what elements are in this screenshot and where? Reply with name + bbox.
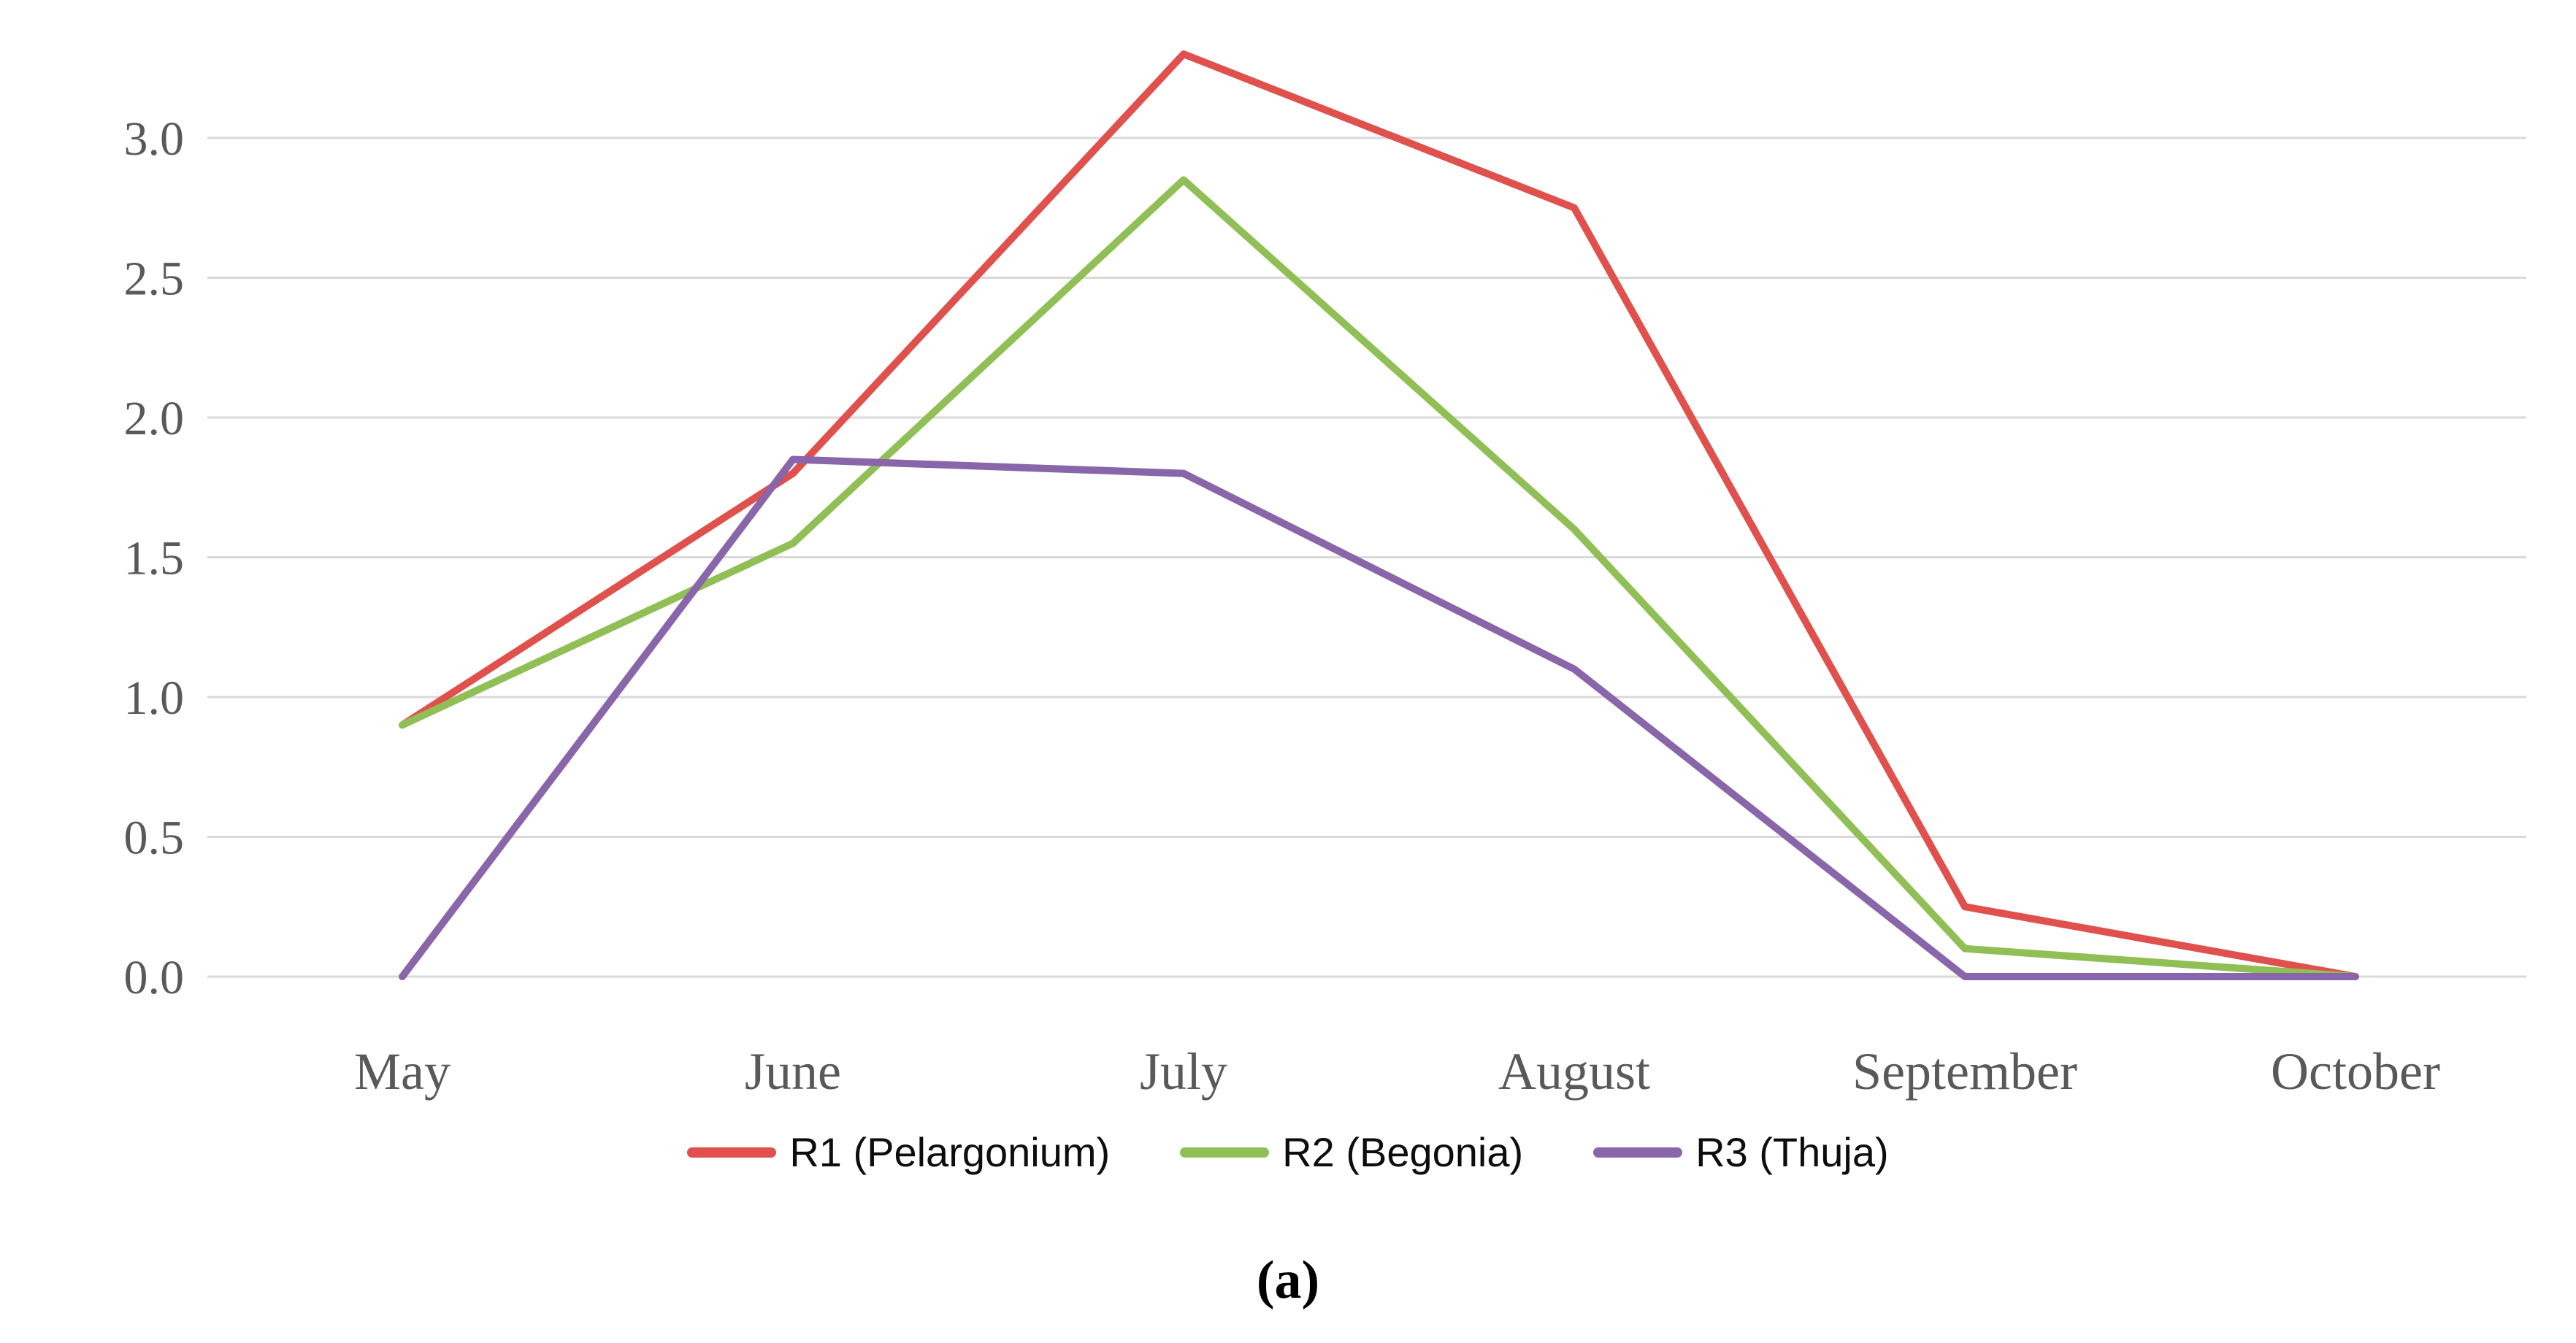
x-axis-label: October <box>2271 1042 2440 1101</box>
y-tick-label: 3.0 <box>124 112 185 166</box>
x-axis-label: August <box>1498 1042 1650 1101</box>
x-axis-label: July <box>1140 1042 1227 1101</box>
plot-area: 0.0 0.5 1.0 1.5 2.0 2.5 3.0 May June July August S… <box>124 50 2526 1101</box>
legend-label: R3 (Thuja) <box>1695 1129 1889 1175</box>
y-tick-label: 0.5 <box>124 812 185 865</box>
x-axis-label: May <box>354 1042 451 1101</box>
figure-caption: (a) <box>1256 1250 1320 1310</box>
series-line-2 <box>399 176 2359 980</box>
series-line-3 <box>399 455 2359 980</box>
legend-entry-2: R2 (Begonia) <box>1180 1130 1523 1175</box>
x-axis-label: June <box>745 1042 841 1101</box>
legend-entry-1: R1 (Pelargonium) <box>687 1130 1110 1175</box>
legend-line-swatch <box>1593 1147 1683 1158</box>
legend-label: R2 (Begonia) <box>1282 1129 1524 1175</box>
chart-legend: R1 (Pelargonium) R2 (Begonia) R3 (Thuja) <box>0 1130 2576 1175</box>
x-axis-label: September <box>1852 1042 2077 1101</box>
legend-line-swatch <box>1180 1147 1270 1158</box>
x-axis-category-labels: May June July August September October <box>354 1042 2440 1101</box>
y-axis-tick-labels: 0.0 0.5 1.0 1.5 2.0 2.5 3.0 <box>124 112 185 1004</box>
y-tick-label: 1.5 <box>124 532 185 585</box>
legend-entry-3: R3 (Thuja) <box>1593 1130 1889 1175</box>
y-tick-label: 2.5 <box>124 253 185 306</box>
gridlines <box>207 136 2526 978</box>
series-line-1 <box>399 50 2359 980</box>
legend-line-swatch <box>687 1147 777 1158</box>
y-tick-label: 2.0 <box>124 392 185 445</box>
series-lines <box>399 50 2359 980</box>
y-tick-label: 1.0 <box>124 672 185 725</box>
y-tick-label: 0.0 <box>124 951 185 1004</box>
legend-label: R1 (Pelargonium) <box>789 1129 1111 1175</box>
